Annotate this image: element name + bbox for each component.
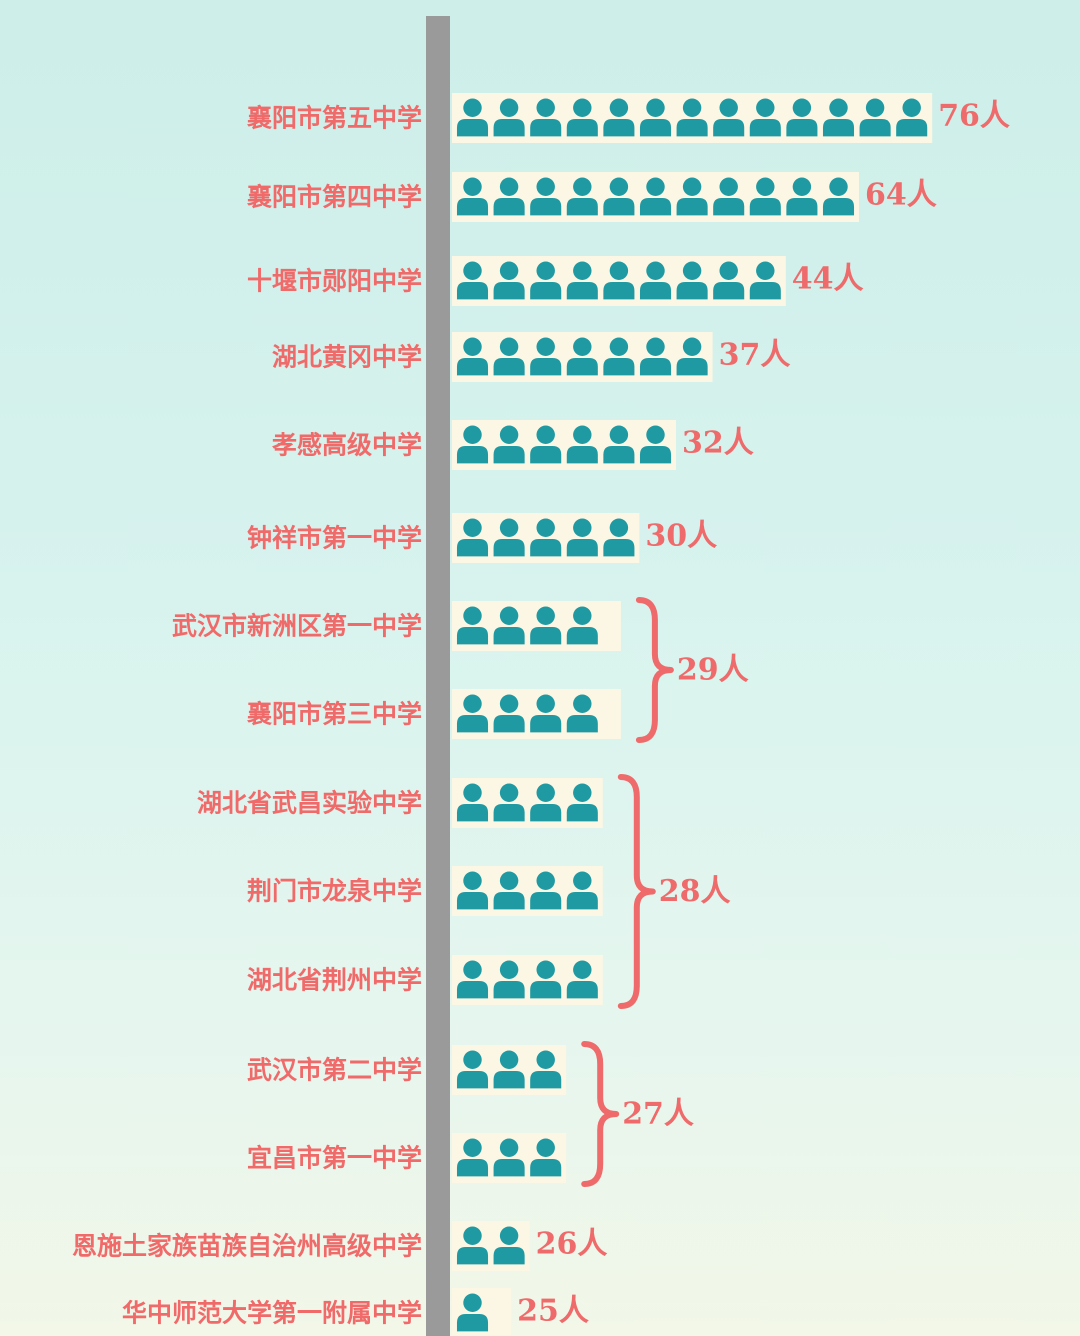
value-text: 27人 bbox=[622, 1097, 694, 1132]
value-label: 64人 bbox=[865, 178, 937, 213]
value-text: 28人 bbox=[659, 874, 731, 909]
bar-row: 湖北省武昌实验中学 bbox=[197, 778, 603, 828]
value-text: 76人 bbox=[938, 99, 1010, 134]
rows: 襄阳市第五中学襄阳市第四中学十堰市郧阳中学湖北黄冈中学孝感高级中学钟祥市第一中学… bbox=[72, 93, 933, 1336]
value-label: 25人 bbox=[517, 1294, 589, 1329]
category-label: 襄阳市第四中学 bbox=[246, 183, 422, 212]
value-label: 29人 bbox=[635, 597, 749, 743]
bar-row: 华中师范大学第一附属中学 bbox=[122, 1288, 512, 1336]
category-label: 宜昌市第一中学 bbox=[247, 1144, 422, 1173]
value-labels: 76人 64人 44人 37人 32人 30人 29人 28人 27人 26人 25人 bbox=[517, 99, 1010, 1329]
bar-row: 襄阳市第四中学 bbox=[246, 172, 859, 222]
category-label: 襄阳市第三中学 bbox=[246, 700, 422, 729]
category-label: 十堰市郧阳中学 bbox=[247, 267, 422, 296]
value-text: 37人 bbox=[719, 338, 791, 373]
value-label: 37人 bbox=[719, 338, 791, 373]
group-brace bbox=[617, 774, 656, 1009]
category-label: 荆门市龙泉中学 bbox=[247, 877, 422, 906]
value-text: 32人 bbox=[682, 426, 754, 461]
category-label: 湖北黄冈中学 bbox=[272, 343, 422, 372]
bar-row: 襄阳市第五中学 bbox=[246, 93, 933, 143]
category-label: 湖北省荆州中学 bbox=[247, 966, 422, 995]
value-text: 30人 bbox=[645, 519, 717, 554]
value-text: 29人 bbox=[677, 653, 749, 688]
bar-row: 宜昌市第一中学 bbox=[247, 1133, 567, 1183]
bar-row: 湖北黄冈中学 bbox=[272, 332, 713, 382]
value-text: 64人 bbox=[865, 178, 937, 213]
bar-row: 孝感高级中学 bbox=[272, 420, 676, 470]
bar-row: 武汉市第二中学 bbox=[247, 1045, 567, 1095]
bar-row: 十堰市郧阳中学 bbox=[247, 256, 786, 306]
vertical-axis bbox=[426, 16, 450, 1336]
category-label: 华中师范大学第一附属中学 bbox=[122, 1299, 422, 1328]
value-text: 26人 bbox=[536, 1227, 608, 1262]
value-label: 27人 bbox=[581, 1041, 694, 1187]
bar-row: 湖北省荆州中学 bbox=[247, 955, 603, 1005]
value-text: 44人 bbox=[792, 262, 864, 297]
value-text: 25人 bbox=[517, 1294, 589, 1329]
value-label: 76人 bbox=[938, 99, 1010, 134]
category-label: 武汉市新洲区第一中学 bbox=[172, 612, 422, 641]
value-label: 28人 bbox=[617, 774, 731, 1009]
value-label: 44人 bbox=[792, 262, 864, 297]
bar-row: 武汉市新洲区第一中学 bbox=[172, 601, 621, 651]
category-label: 湖北省武昌实验中学 bbox=[197, 789, 422, 818]
bar-row: 荆门市龙泉中学 bbox=[247, 866, 603, 916]
bar-row: 钟祥市第一中学 bbox=[247, 513, 640, 563]
bar-strip bbox=[452, 420, 676, 470]
bar-row: 恩施土家族苗族自治州高级中学 bbox=[72, 1221, 530, 1271]
group-brace bbox=[581, 1041, 620, 1187]
value-label: 26人 bbox=[536, 1227, 608, 1262]
category-label: 孝感高级中学 bbox=[272, 431, 422, 460]
group-brace bbox=[635, 597, 674, 743]
category-label: 钟祥市第一中学 bbox=[247, 524, 422, 553]
value-label: 30人 bbox=[645, 519, 717, 554]
value-label: 32人 bbox=[682, 426, 754, 461]
category-label: 武汉市第二中学 bbox=[247, 1056, 422, 1085]
category-label: 襄阳市第五中学 bbox=[246, 104, 422, 133]
bar-row: 襄阳市第三中学 bbox=[246, 689, 621, 739]
category-label: 恩施土家族苗族自治州高级中学 bbox=[72, 1232, 422, 1261]
